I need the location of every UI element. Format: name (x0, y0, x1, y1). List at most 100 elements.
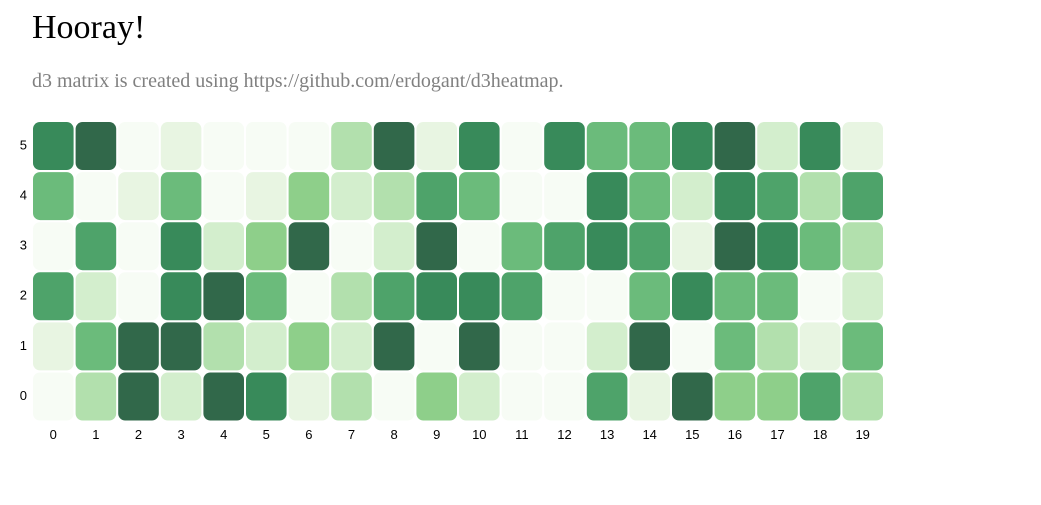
heatmap-cell-r0-c16 (714, 372, 756, 421)
heatmap-cell-r0-c11 (501, 372, 543, 421)
heatmap-cell-r4-c1 (75, 172, 117, 221)
heatmap-cell-r4-c14 (629, 172, 670, 221)
x-tick-label: 7 (348, 427, 355, 442)
heatmap-cell-r0-c1 (75, 372, 117, 421)
heatmap-cell-r3-c10 (459, 222, 500, 271)
heatmap-cell-r4-c13 (586, 172, 628, 221)
heatmap-cell-r4-c0 (33, 172, 74, 221)
heatmap-cells (33, 122, 883, 421)
heatmap-cell-r2-c14 (629, 272, 670, 321)
heatmap-cell-r2-c13 (586, 272, 628, 321)
heatmap-cell-r3-c1 (75, 222, 117, 271)
heatmap-cell-r3-c15 (672, 222, 713, 271)
heatmap-cell-r4-c10 (459, 172, 500, 221)
heatmap-cell-r2-c5 (246, 272, 287, 321)
page-subtitle: d3 matrix is created using https://githu… (32, 70, 564, 92)
heatmap-cell-r1-c2 (118, 322, 159, 371)
heatmap-cell-r0-c14 (629, 372, 670, 421)
heatmap-cell-r5-c4 (203, 122, 244, 170)
x-tick-label: 11 (515, 427, 529, 442)
y-tick-label: 1 (20, 338, 27, 353)
heatmap-cell-r5-c18 (799, 122, 841, 170)
y-tick-label: 3 (20, 238, 27, 253)
heatmap-cell-r4-c19 (842, 172, 883, 221)
heatmap-cell-r5-c15 (672, 122, 713, 170)
heatmap-cell-r5-c14 (629, 122, 670, 170)
heatmap-cell-r1-c9 (416, 322, 457, 371)
heatmap-cell-r3-c16 (714, 222, 756, 271)
heatmap-cell-r0-c6 (288, 372, 330, 421)
heatmap-cell-r3-c2 (118, 222, 159, 271)
heatmap-cell-r2-c15 (672, 272, 713, 321)
heatmap-cell-r1-c15 (672, 322, 713, 371)
heatmap-cell-r0-c13 (586, 372, 628, 421)
heatmap-cell-r1-c3 (160, 322, 202, 371)
heatmap-cell-r1-c17 (757, 322, 798, 371)
heatmap-cell-r2-c18 (799, 272, 841, 321)
heatmap-cell-r0-c15 (672, 372, 713, 421)
heatmap-cell-r0-c3 (160, 372, 202, 421)
heatmap-cell-r2-c19 (842, 272, 883, 321)
x-tick-label: 2 (135, 427, 142, 442)
heatmap-cell-r4-c11 (501, 172, 543, 221)
heatmap-cell-r4-c6 (288, 172, 330, 221)
heatmap-cell-r1-c6 (288, 322, 330, 371)
heatmap-cell-r2-c9 (416, 272, 457, 321)
heatmap-cell-r2-c1 (75, 272, 117, 321)
heatmap-cell-r4-c3 (160, 172, 202, 221)
x-tick-label: 5 (263, 427, 270, 442)
heatmap-cell-r5-c16 (714, 122, 756, 170)
y-axis-labels: 5 4 3 2 1 0 (20, 137, 27, 403)
heatmap-cell-r5-c6 (288, 122, 330, 170)
heatmap-cell-r0-c5 (246, 372, 287, 421)
heatmap-cell-r1-c4 (203, 322, 244, 371)
heatmap-cell-r5-c13 (586, 122, 628, 170)
heatmap-cell-r4-c9 (416, 172, 457, 221)
heatmap-cell-r5-c3 (160, 122, 202, 170)
y-tick-label: 5 (20, 137, 27, 152)
heatmap-cell-r3-c13 (586, 222, 628, 271)
heatmap-cell-r0-c0 (33, 372, 74, 421)
heatmap-cell-r4-c15 (672, 172, 713, 221)
x-tick-label: 4 (220, 427, 227, 442)
heatmap-cell-r5-c9 (416, 122, 457, 170)
heatmap-cell-r4-c12 (544, 172, 585, 221)
heatmap-cell-r3-c11 (501, 222, 543, 271)
heatmap-cell-r0-c18 (799, 372, 841, 421)
heatmap-cell-r0-c19 (842, 372, 883, 421)
heatmap-cell-r5-c11 (501, 122, 543, 170)
heatmap-cell-r3-c14 (629, 222, 670, 271)
heatmap-cell-r1-c14 (629, 322, 670, 371)
heatmap-cell-r3-c8 (373, 222, 415, 271)
heatmap-cell-r3-c5 (246, 222, 287, 271)
heatmap-cell-r4-c8 (373, 172, 415, 221)
heatmap-cell-r2-c10 (459, 272, 500, 321)
heatmap-cell-r3-c19 (842, 222, 883, 271)
heatmap-cell-r3-c3 (160, 222, 202, 271)
heatmap-cell-r4-c7 (331, 172, 372, 221)
heatmap-cell-r2-c0 (33, 272, 74, 321)
heatmap-cell-r4-c16 (714, 172, 756, 221)
heatmap-cell-r5-c19 (842, 122, 883, 170)
x-tick-label: 6 (305, 427, 312, 442)
x-tick-label: 13 (600, 427, 614, 442)
y-tick-label: 2 (20, 288, 27, 303)
heatmap-cell-r2-c4 (203, 272, 244, 321)
heatmap-cell-r3-c9 (416, 222, 457, 271)
heatmap-cell-r1-c19 (842, 322, 883, 371)
heatmap-cell-r1-c0 (33, 322, 74, 371)
heatmap-cell-r4-c2 (118, 172, 159, 221)
heatmap-cell-r2-c17 (757, 272, 798, 321)
heatmap-cell-r3-c0 (33, 222, 74, 271)
x-tick-label: 18 (813, 427, 827, 442)
heatmap-cell-r1-c16 (714, 322, 756, 371)
heatmap-cell-r0-c8 (373, 372, 415, 421)
x-tick-label: 12 (557, 427, 571, 442)
heatmap-cell-r4-c5 (246, 172, 287, 221)
heatmap-cell-r5-c0 (33, 122, 74, 170)
x-tick-label: 14 (642, 427, 656, 442)
heatmap-cell-r4-c17 (757, 172, 798, 221)
heatmap-cell-r3-c18 (799, 222, 841, 271)
heatmap-cell-r2-c2 (118, 272, 159, 321)
